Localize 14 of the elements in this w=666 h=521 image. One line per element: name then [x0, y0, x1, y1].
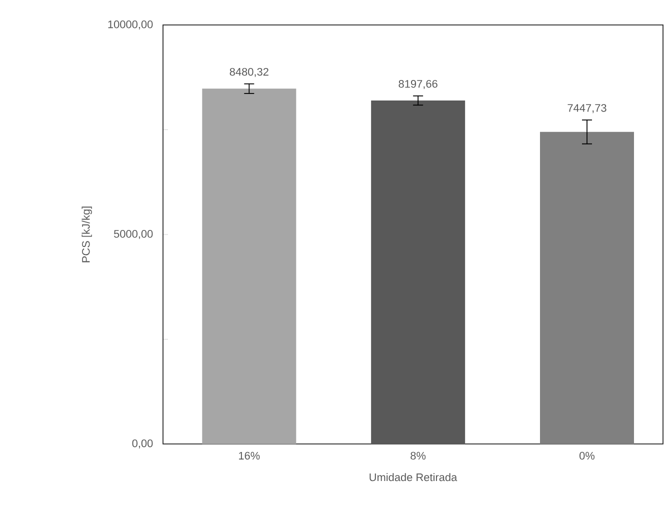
data-label: 8197,66	[398, 80, 438, 90]
bar	[540, 132, 634, 444]
y-tick-label: 10000,00	[108, 20, 153, 30]
x-tick-label: 16%	[239, 452, 260, 460]
data-label: 7447,73	[568, 104, 606, 114]
bar	[202, 88, 296, 444]
y-tick-label: 5000,00	[114, 230, 153, 240]
y-axis-title: PCS [kJ/kg]	[82, 206, 92, 262]
y-tick-label: 0,00	[132, 439, 153, 449]
x-tick-label: 0%	[580, 452, 595, 460]
x-tick-label: 8%	[410, 452, 426, 460]
x-axis-title: Umidade Retirada	[370, 473, 458, 482]
bar	[371, 100, 466, 444]
data-label: 8480,32	[230, 68, 268, 77]
